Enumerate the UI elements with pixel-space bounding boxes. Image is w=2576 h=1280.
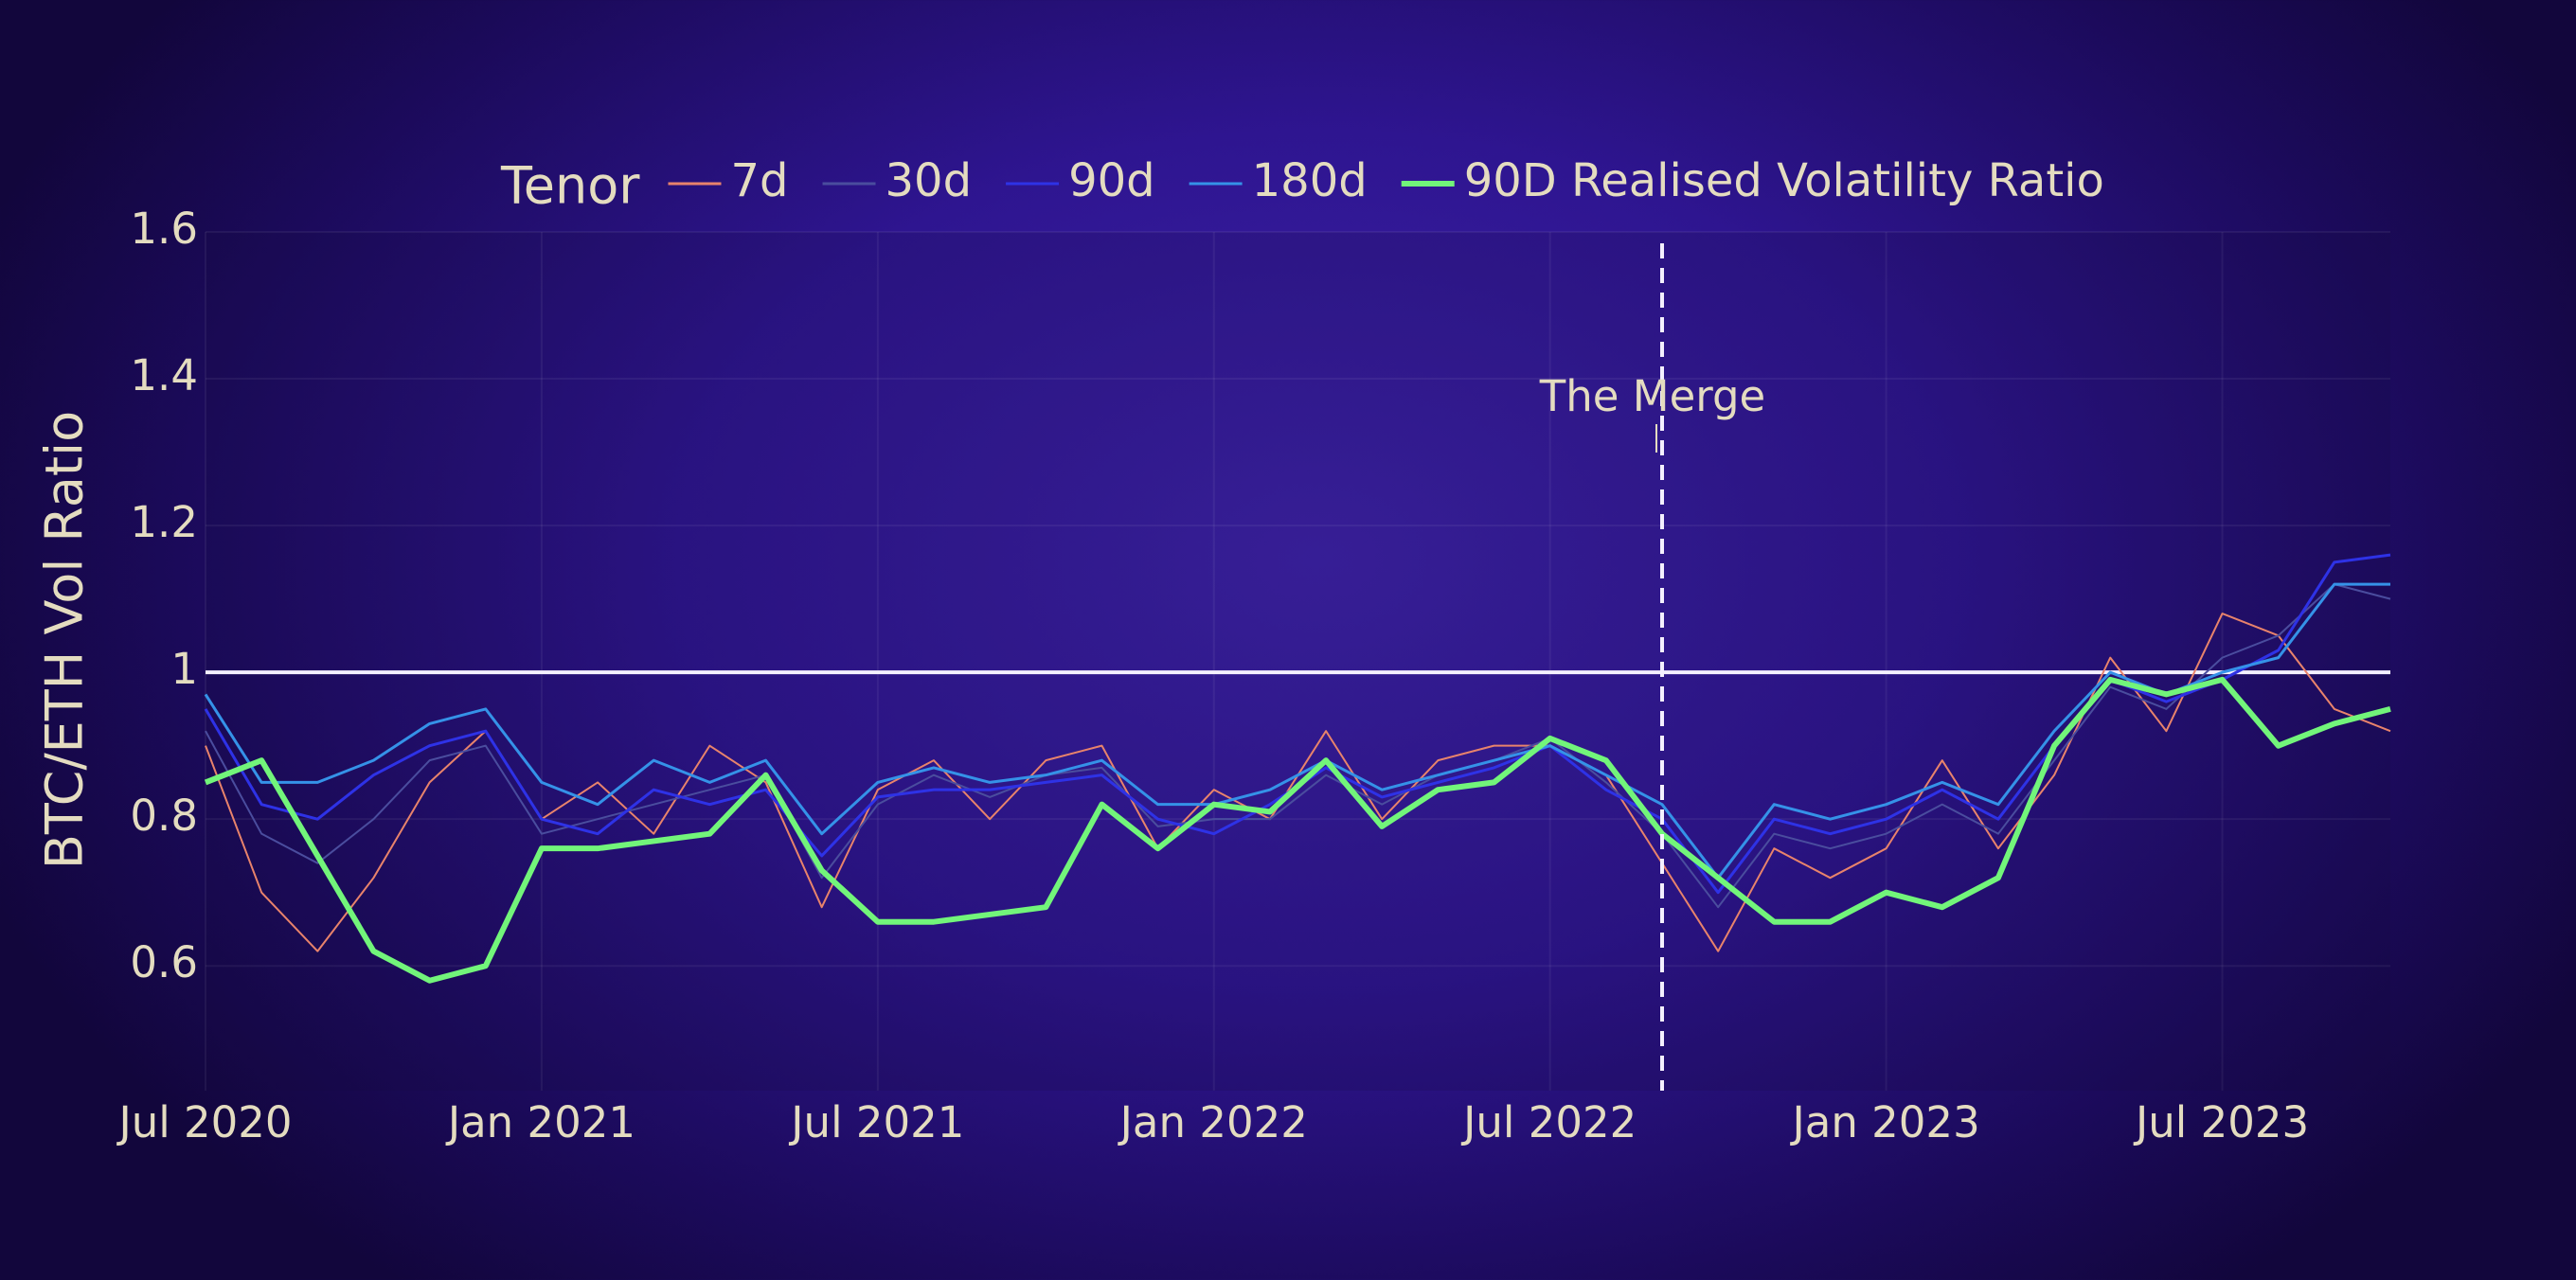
- legend-title: Tenor: [500, 156, 640, 216]
- legend-label: 90d: [1068, 154, 1155, 207]
- x-tick-label: Jul 2022: [1460, 1097, 1637, 1147]
- plot-area: [206, 232, 2390, 1091]
- x-tick-label: Jul 2021: [788, 1097, 964, 1147]
- y-axis-title: BTC/ETH Vol Ratio: [35, 411, 95, 869]
- x-tick-label: Jan 2023: [1790, 1097, 1980, 1147]
- x-tick-label: Jan 2021: [445, 1097, 635, 1147]
- x-tick-label: Jan 2022: [1118, 1097, 1308, 1147]
- legend-label: 90D Realised Volatility Ratio: [1464, 154, 2104, 207]
- series-line: [204, 582, 2390, 880]
- y-tick-label: 1.2: [130, 497, 198, 547]
- y-tick-label: 0.6: [130, 937, 198, 987]
- y-tick-label: 1: [170, 644, 198, 694]
- x-tick-label: Jul 2020: [116, 1097, 292, 1147]
- y-tick-label: 0.8: [130, 791, 198, 841]
- legend-label: 7d: [731, 154, 789, 207]
- annotation: The Merge: [1539, 371, 1765, 421]
- series-line: [204, 676, 2391, 984]
- y-tick-label: 1.6: [130, 204, 198, 254]
- legend-label: 30d: [886, 154, 973, 207]
- legend-label: 180d: [1252, 154, 1368, 207]
- x-tick-label: Jul 2023: [2133, 1097, 2309, 1147]
- y-tick-label: 1.4: [130, 350, 198, 400]
